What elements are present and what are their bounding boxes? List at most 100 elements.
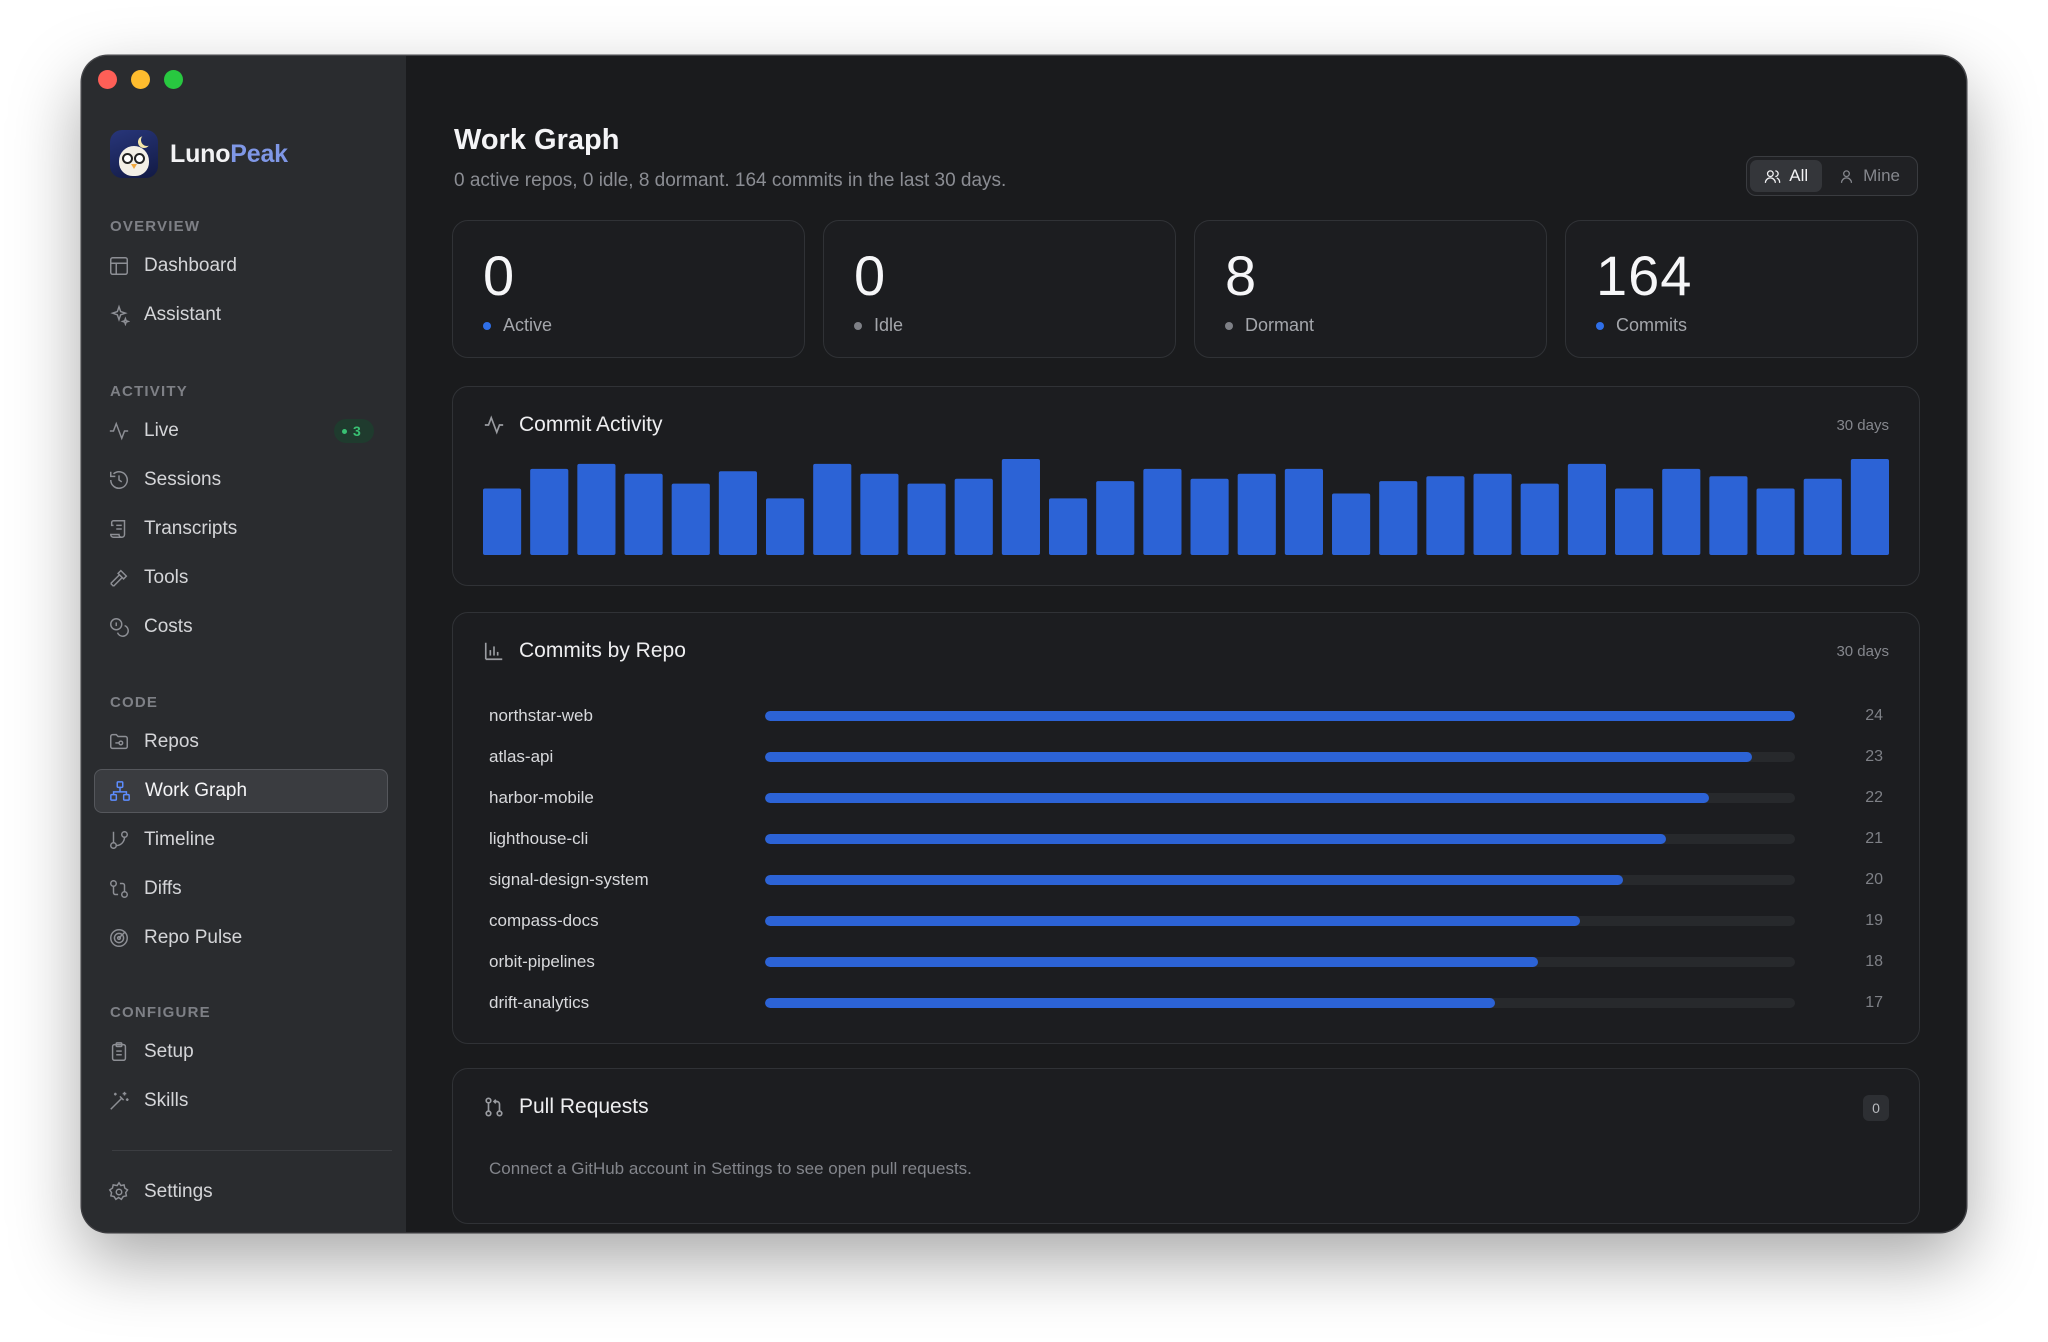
filter-all-button[interactable]: All bbox=[1750, 160, 1823, 192]
activity-bar-2[interactable] bbox=[530, 468, 569, 555]
zoom-window-button[interactable] bbox=[164, 70, 183, 89]
filter-mine-button[interactable]: Mine bbox=[1824, 160, 1914, 192]
stat-value: 164 bbox=[1596, 244, 1693, 307]
sidebar-item-tools[interactable]: Tools bbox=[94, 556, 388, 600]
activity-bar-4[interactable] bbox=[624, 473, 663, 555]
status-dot bbox=[854, 321, 862, 330]
repo-bar-fill bbox=[765, 833, 1667, 844]
network-icon bbox=[109, 780, 131, 802]
activity-bar-21[interactable] bbox=[1426, 476, 1465, 555]
minimize-window-button[interactable] bbox=[131, 70, 150, 89]
activity-bar-15[interactable] bbox=[1143, 468, 1182, 555]
sidebar-item-setup[interactable]: Setup bbox=[94, 1030, 388, 1074]
activity-bar-11[interactable] bbox=[954, 478, 993, 555]
sidebar-item-work-graph[interactable]: Work Graph bbox=[94, 769, 388, 813]
sidebar-item-diffs[interactable]: Diffs bbox=[94, 867, 388, 911]
repo-name: compass-docs bbox=[489, 910, 599, 930]
repo-bar-track bbox=[765, 915, 1795, 926]
repo-commit-count: 20 bbox=[1865, 870, 1883, 888]
commit-activity-chart bbox=[483, 459, 1889, 555]
sidebar-item-transcripts[interactable]: Transcripts bbox=[94, 507, 388, 551]
activity-bar-18[interactable] bbox=[1284, 468, 1323, 555]
repo-commit-count: 17 bbox=[1865, 993, 1883, 1011]
repo-bar-fill bbox=[765, 751, 1753, 762]
gear-icon bbox=[108, 1181, 130, 1203]
sidebar-item-label: Skills bbox=[144, 1090, 189, 1111]
pr-count-badge: 0 bbox=[1863, 1095, 1889, 1121]
activity-bar-13[interactable] bbox=[1049, 498, 1088, 555]
repo-name: harbor-mobile bbox=[489, 787, 594, 807]
sidebar-item-repo-pulse[interactable]: Repo Pulse bbox=[94, 916, 388, 960]
commit-activity-card: Commit Activity 30 days bbox=[452, 386, 1920, 586]
pulse-icon bbox=[108, 420, 130, 442]
sidebar-item-label: Dashboard bbox=[144, 255, 237, 276]
activity-bar-14[interactable] bbox=[1096, 481, 1135, 555]
sidebar-item-assistant[interactable]: Assistant bbox=[94, 293, 388, 337]
activity-bar-1[interactable] bbox=[483, 488, 522, 555]
activity-bar-12[interactable] bbox=[1001, 459, 1040, 555]
activity-bar-28[interactable] bbox=[1756, 488, 1795, 555]
activity-bar-30[interactable] bbox=[1850, 459, 1889, 555]
activity-bar-16[interactable] bbox=[1190, 478, 1229, 555]
sidebar-item-repos[interactable]: Repos bbox=[94, 720, 388, 764]
sidebar-item-sessions[interactable]: Sessions bbox=[94, 458, 388, 502]
activity-bar-9[interactable] bbox=[860, 473, 899, 555]
repo-row-lighthouse-cli[interactable]: lighthouse-cli 21 bbox=[489, 818, 1883, 859]
card-header: Commit Activity bbox=[483, 413, 663, 437]
repo-name: drift-analytics bbox=[489, 992, 590, 1012]
repo-row-drift-analytics[interactable]: drift-analytics 17 bbox=[489, 982, 1883, 1023]
main-content: Work Graph 0 active repos, 0 idle, 8 dor… bbox=[406, 56, 1966, 1232]
sidebar-item-dashboard[interactable]: Dashboard bbox=[94, 244, 388, 288]
activity-bar-7[interactable] bbox=[766, 498, 805, 555]
repo-bar-track bbox=[765, 792, 1795, 803]
sidebar-item-settings[interactable]: Settings bbox=[94, 1170, 388, 1214]
close-window-button[interactable] bbox=[98, 70, 117, 89]
stat-card-active: 0 Active bbox=[452, 220, 805, 358]
card-range: 30 days bbox=[1836, 643, 1889, 660]
card-header: Pull Requests bbox=[483, 1095, 649, 1119]
stats-row: 0 Active 0 Idle 8 Dormant 164 Commits bbox=[452, 220, 1918, 358]
section-label-overview: OVERVIEW bbox=[110, 218, 201, 235]
git-compare-icon bbox=[108, 878, 130, 900]
repo-name: lighthouse-cli bbox=[489, 828, 589, 848]
users-icon bbox=[1765, 169, 1781, 183]
repo-bar-track bbox=[765, 997, 1795, 1008]
activity-bar-25[interactable] bbox=[1615, 488, 1654, 555]
stat-card-commits: 164 Commits bbox=[1565, 220, 1918, 358]
sidebar-item-live[interactable]: Live 3 bbox=[94, 409, 388, 453]
card-title: Commit Activity bbox=[519, 413, 663, 436]
live-count: 3 bbox=[353, 423, 361, 439]
activity-bar-20[interactable] bbox=[1379, 481, 1418, 555]
activity-bar-17[interactable] bbox=[1237, 473, 1276, 555]
repo-row-northstar-web[interactable]: northstar-web 24 bbox=[489, 695, 1883, 736]
repo-bar-fill bbox=[765, 710, 1795, 721]
activity-bar-29[interactable] bbox=[1803, 478, 1842, 555]
sidebar-item-costs[interactable]: Costs bbox=[94, 605, 388, 649]
radar-icon bbox=[108, 927, 130, 949]
user-icon bbox=[1841, 169, 1853, 183]
repo-row-signal-design-system[interactable]: signal-design-system 20 bbox=[489, 859, 1883, 900]
repo-row-orbit-pipelines[interactable]: orbit-pipelines 18 bbox=[489, 941, 1883, 982]
activity-bar-23[interactable] bbox=[1520, 483, 1559, 555]
activity-bar-10[interactable] bbox=[907, 483, 946, 555]
activity-bar-3[interactable] bbox=[577, 463, 616, 555]
sidebar-item-timeline[interactable]: Timeline bbox=[94, 818, 388, 862]
activity-bar-5[interactable] bbox=[671, 483, 710, 555]
activity-bar-27[interactable] bbox=[1709, 476, 1748, 555]
stat-label-text: Commits bbox=[1616, 315, 1687, 335]
repo-row-harbor-mobile[interactable]: harbor-mobile 22 bbox=[489, 777, 1883, 818]
scope-filter: All Mine bbox=[1746, 156, 1918, 196]
repo-row-compass-docs[interactable]: compass-docs 19 bbox=[489, 900, 1883, 941]
activity-bar-8[interactable] bbox=[813, 463, 852, 555]
activity-bar-22[interactable] bbox=[1473, 473, 1512, 555]
repo-commit-count: 23 bbox=[1865, 747, 1883, 765]
activity-bar-26[interactable] bbox=[1662, 468, 1701, 555]
sidebar-item-label: Repo Pulse bbox=[144, 927, 243, 948]
activity-bar-24[interactable] bbox=[1567, 463, 1606, 555]
stat-value: 0 bbox=[483, 244, 516, 307]
activity-bar-6[interactable] bbox=[718, 471, 757, 555]
repo-row-atlas-api[interactable]: atlas-api 23 bbox=[489, 736, 1883, 777]
sidebar-item-skills[interactable]: Skills bbox=[94, 1079, 388, 1123]
brand[interactable]: LunoPeak bbox=[110, 130, 288, 178]
activity-bar-19[interactable] bbox=[1332, 493, 1371, 555]
